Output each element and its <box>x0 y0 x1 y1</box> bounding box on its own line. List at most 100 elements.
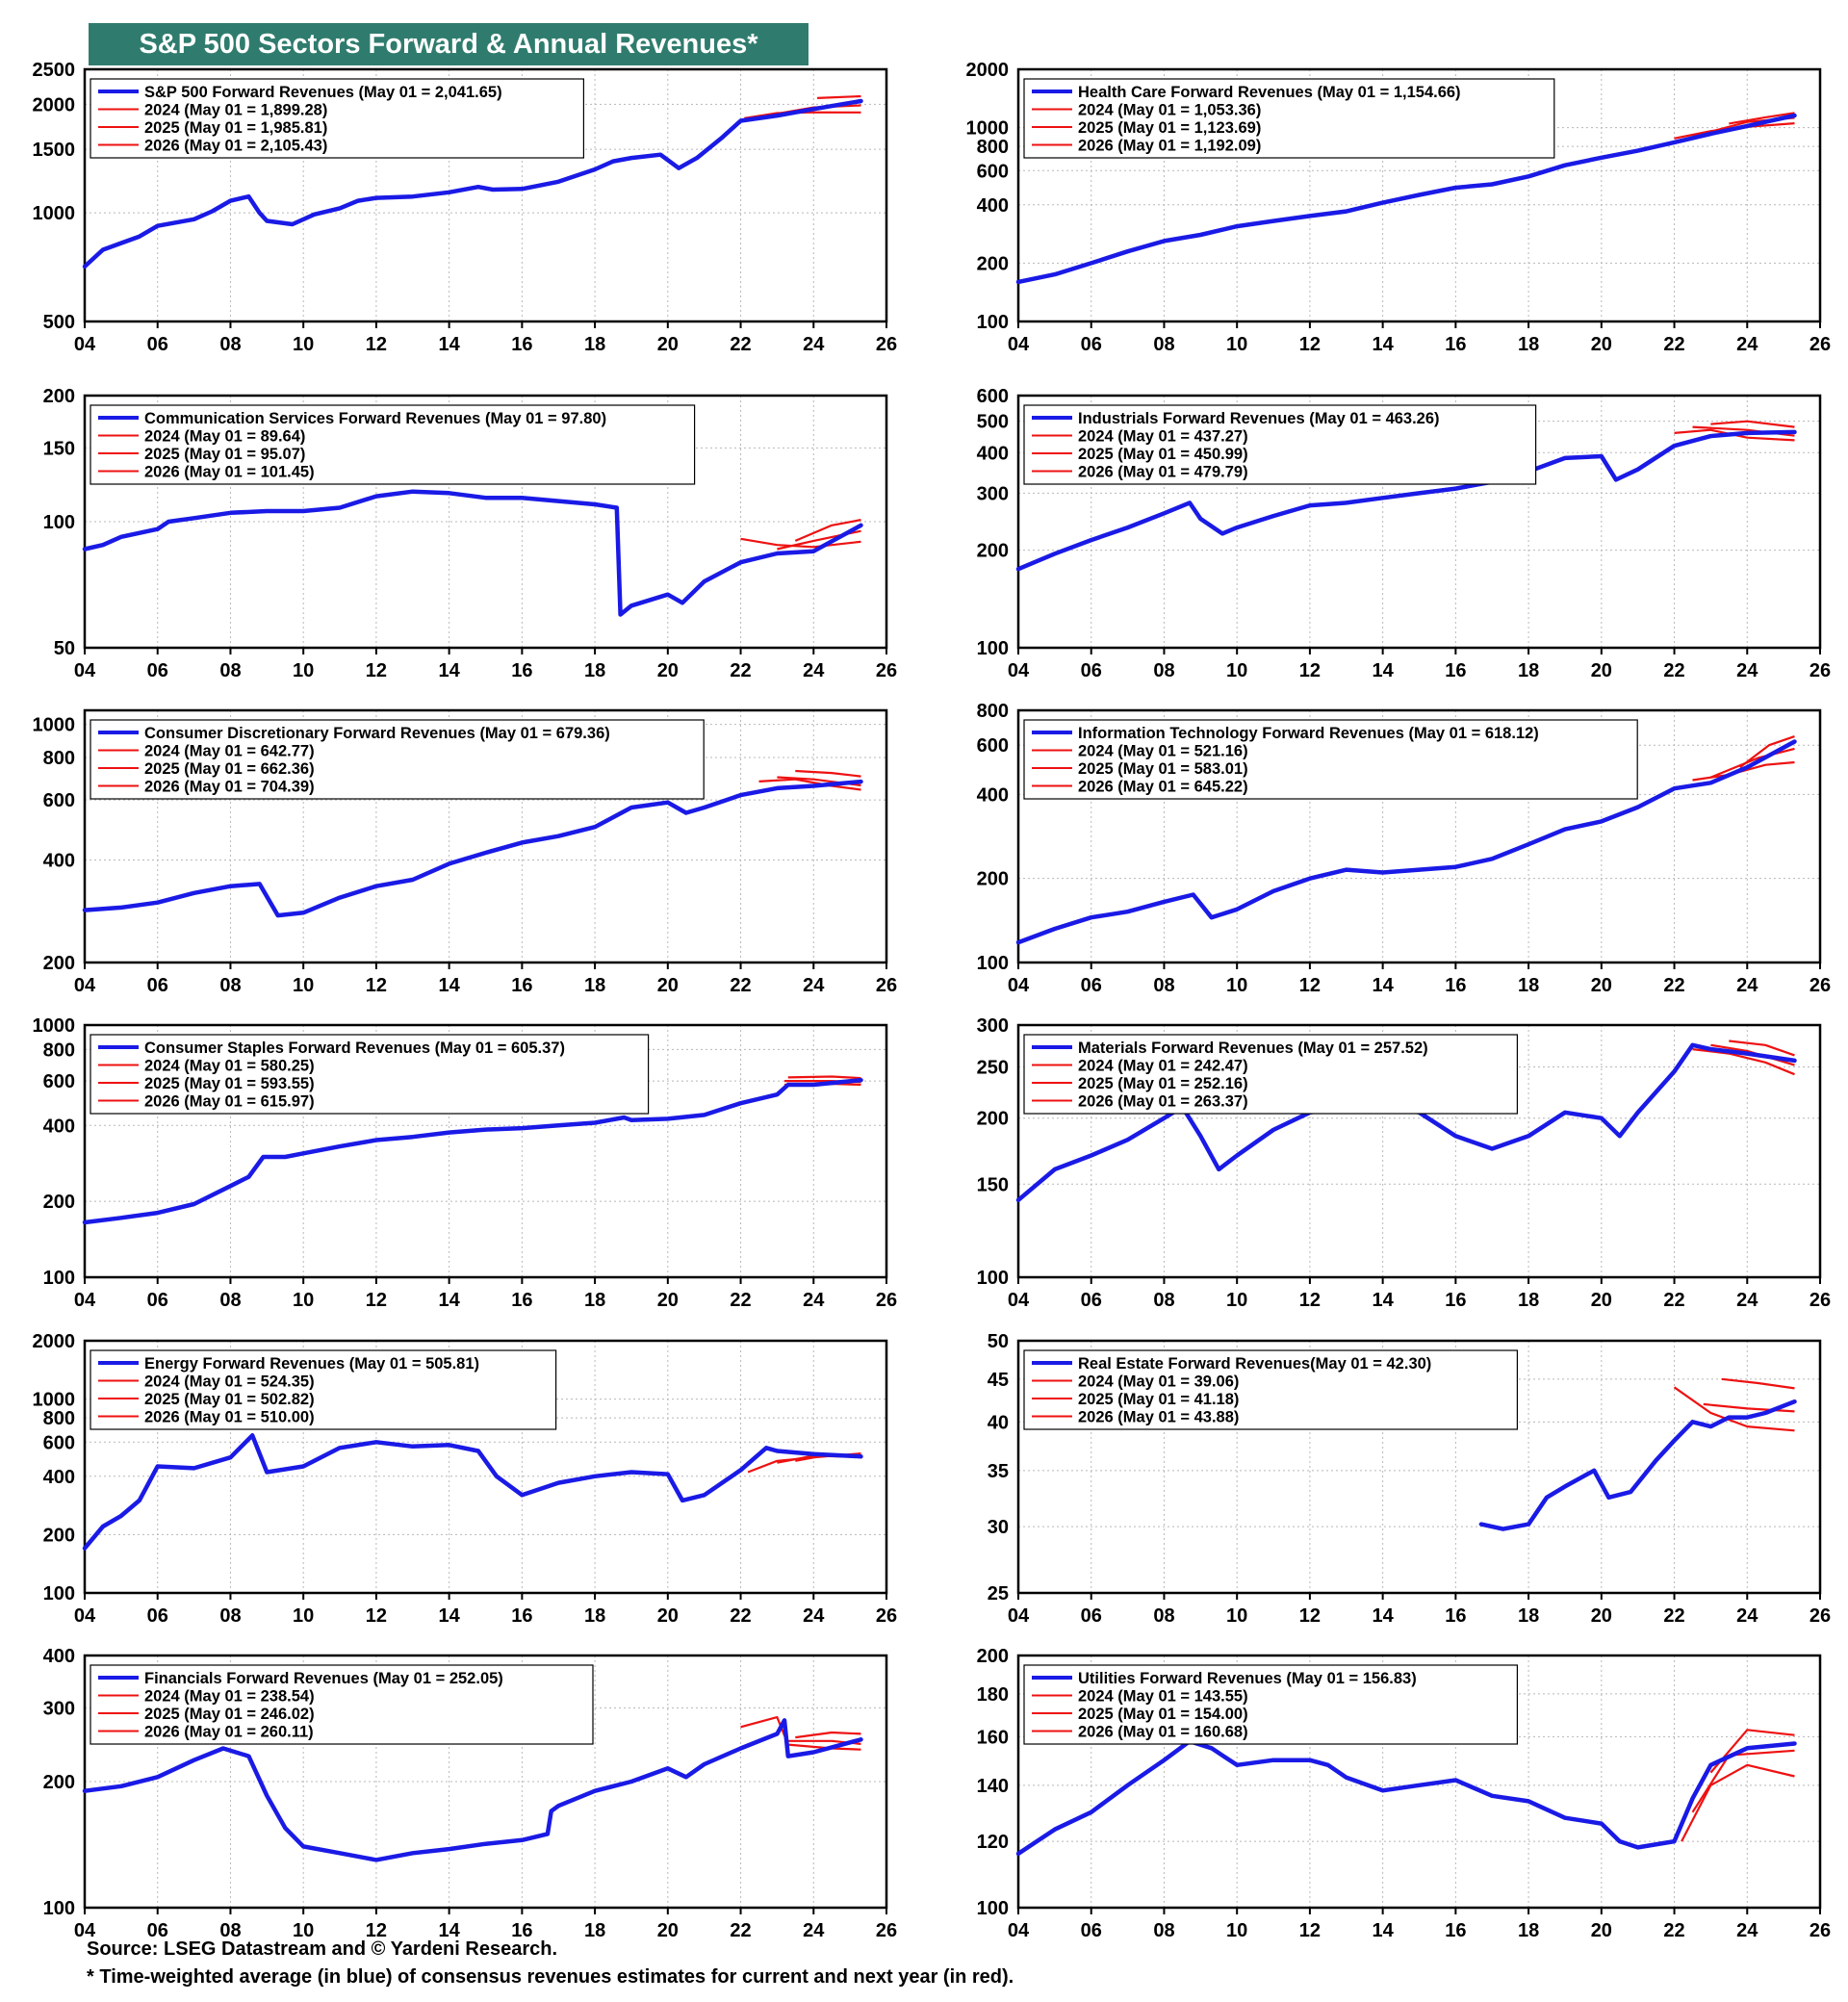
legend-entry: 2024 (May 01 = 437.27) <box>1078 428 1248 446</box>
x-tick-label: 14 <box>1373 975 1395 996</box>
y-tick-label: 150 <box>43 438 75 459</box>
x-tick-label: 04 <box>1008 660 1030 681</box>
x-tick-label: 22 <box>1663 334 1684 355</box>
x-tick-label: 18 <box>1518 334 1539 355</box>
legend-box <box>90 719 705 800</box>
y-tick-label: 45 <box>988 1370 1009 1391</box>
x-tick-label: 26 <box>876 1290 897 1311</box>
y-tick-label: 140 <box>977 1776 1009 1797</box>
y-tick-label: 400 <box>43 1467 75 1488</box>
x-tick-label: 08 <box>219 660 241 681</box>
annual-2026-line <box>795 1731 861 1739</box>
legend-entry: Consumer Staples Forward Revenues (May 0… <box>144 1040 565 1057</box>
x-tick-label: 12 <box>366 1920 387 1941</box>
legend-entry: 2025 (May 01 = 95.07) <box>144 446 305 463</box>
x-tick-label: 18 <box>1518 1605 1539 1627</box>
x-tick-label: 18 <box>584 1290 605 1311</box>
plot-frame <box>83 67 888 323</box>
y-tick-label: 200 <box>43 1772 75 1793</box>
legend-entry: 2024 (May 01 = 39.06) <box>1078 1373 1239 1391</box>
x-tick-label: 08 <box>1153 660 1174 681</box>
legend-box <box>90 1349 557 1430</box>
annual-2026-line <box>1729 112 1795 125</box>
plot-frame <box>1016 1654 1822 1910</box>
x-tick-label: 20 <box>657 1605 679 1627</box>
legend-entry: 2024 (May 01 = 521.16) <box>1078 743 1248 760</box>
legend-entry: 2025 (May 01 = 450.99) <box>1078 446 1248 463</box>
x-tick-label: 18 <box>1518 975 1539 996</box>
x-tick-label: 18 <box>584 1605 605 1627</box>
y-tick-label: 200 <box>43 386 75 407</box>
legend: Real Estate Forward Revenues(May 01 = 42… <box>1023 1349 1519 1430</box>
y-tick-label: 250 <box>977 1057 1009 1078</box>
legend-entry: 2025 (May 01 = 246.02) <box>144 1706 315 1723</box>
x-tick-label: 12 <box>1299 1290 1321 1311</box>
y-tick-label: 100 <box>977 638 1009 659</box>
x-tick-label: 18 <box>1518 1920 1539 1941</box>
legend-entry: 2026 (May 01 = 704.39) <box>144 779 315 796</box>
legend-box <box>90 78 585 159</box>
x-tick-label: 22 <box>1663 1290 1684 1311</box>
y-tick-label: 200 <box>43 953 75 974</box>
annual-2025-line <box>1691 1749 1795 1813</box>
x-tick-label: 10 <box>1226 660 1247 681</box>
y-tick-label: 1000 <box>33 1390 76 1411</box>
legend-entry: Energy Forward Revenues (May 01 = 505.81… <box>144 1355 479 1373</box>
forward-revenues-line <box>82 98 863 270</box>
x-tick-label: 12 <box>1299 975 1321 996</box>
x-tick-label: 20 <box>1591 1290 1612 1311</box>
chart-utilities: 100 120 140 160 180 200 04 06 08 10 12 14 16 18 20 22 24… <box>977 1646 1832 1941</box>
legend-entry: 2025 (May 01 = 583.01) <box>1078 760 1248 778</box>
x-tick-label: 26 <box>1810 334 1831 355</box>
y-tick-label: 400 <box>43 850 75 871</box>
x-tick-label: 10 <box>293 1920 314 1941</box>
plot-frame <box>1016 394 1822 650</box>
forward-revenues-line <box>1015 1738 1797 1857</box>
x-tick-label: 12 <box>366 660 387 681</box>
x-tick-label: 04 <box>1008 1605 1030 1627</box>
x-tick-label: 22 <box>1663 1920 1684 1941</box>
x-tick-label: 14 <box>1373 1290 1395 1311</box>
x-tick-label: 22 <box>730 660 751 681</box>
annual-2025-line <box>1703 1402 1795 1413</box>
legend-entry: Information Technology Forward Revenues … <box>1078 725 1539 742</box>
forward-revenues-line <box>82 1433 863 1551</box>
y-tick-label: 120 <box>977 1832 1009 1853</box>
legend-entry: Financials Forward Revenues (May 01 = 25… <box>144 1670 503 1687</box>
x-tick-label: 26 <box>1810 1605 1831 1627</box>
forward-revenues-line <box>1015 739 1797 945</box>
x-tick-label: 04 <box>74 1920 96 1941</box>
x-tick-label: 26 <box>876 975 897 996</box>
legend-entry: 2025 (May 01 = 154.00) <box>1078 1706 1248 1723</box>
x-tick-label: 12 <box>366 334 387 355</box>
x-tick-label: 24 <box>803 1290 825 1311</box>
x-tick-label: 10 <box>1226 1290 1247 1311</box>
legend-entry: Health Care Forward Revenues (May 01 = 1… <box>1078 84 1461 101</box>
y-tick-label: 800 <box>977 137 1009 158</box>
y-tick-label: 100 <box>43 1898 75 1919</box>
y-tick-label: 300 <box>43 1698 75 1719</box>
annual-2026-line <box>1710 420 1795 428</box>
x-tick-label: 04 <box>74 1605 96 1627</box>
x-tick-label: 14 <box>439 1605 461 1627</box>
annual-2024-line <box>1681 1763 1795 1842</box>
legend: Energy Forward Revenues (May 01 = 505.81… <box>90 1349 557 1430</box>
source-note: Source: LSEG Datastream and © Yardeni Re… <box>87 1938 558 1960</box>
x-tick-label: 16 <box>1445 1605 1466 1627</box>
plot-frame <box>1016 1339 1822 1595</box>
y-tick-label: 200 <box>977 1646 1009 1667</box>
y-tick-label: 35 <box>988 1461 1009 1482</box>
x-tick-label: 06 <box>147 1605 168 1627</box>
x-tick-label: 12 <box>1299 1920 1321 1941</box>
x-tick-label: 16 <box>511 1605 532 1627</box>
plot-frame <box>1016 67 1822 323</box>
plot-frame <box>83 1023 888 1279</box>
y-tick-label: 100 <box>977 1898 1009 1919</box>
chart-information-technology: 100 200 400 600 800 04 06 08 10 12 14 16 18 20 22 24 26 I… <box>977 701 1832 996</box>
chart-sp500: 500 1000 1500 2000 2500 04 06 08 10 12 14 16 18 20 22 2… <box>33 60 898 355</box>
legend-entry: 2024 (May 01 = 524.35) <box>144 1373 315 1391</box>
y-tick-label: 500 <box>43 312 75 333</box>
x-tick-label: 08 <box>1153 1605 1174 1627</box>
x-tick-label: 18 <box>1518 660 1539 681</box>
y-tick-label: 100 <box>977 312 1009 333</box>
